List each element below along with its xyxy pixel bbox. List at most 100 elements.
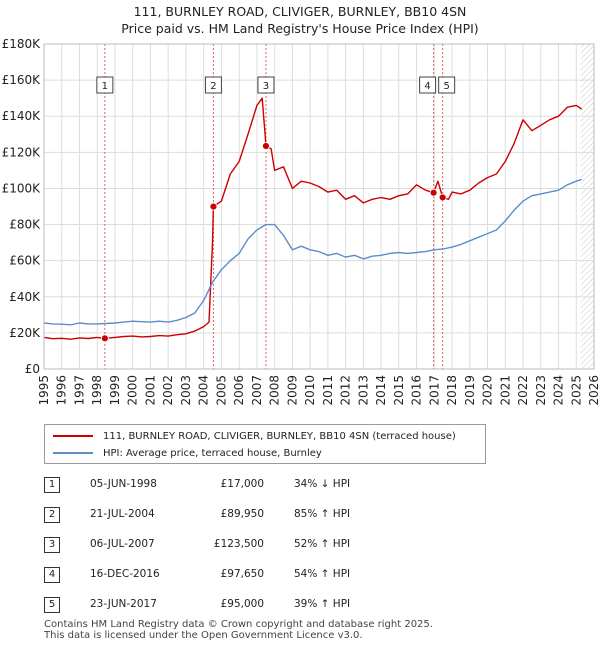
x-tick-label: 1995 (37, 375, 51, 406)
transaction-date: 23-JUN-2017 (90, 598, 157, 610)
sale-label-box (96, 76, 114, 94)
legend-item-hpi: HPI: Average price, terraced house, Burn… (53, 445, 322, 461)
hpi-line (43, 178, 582, 326)
sale-label-box (257, 76, 275, 94)
sale-point (262, 142, 270, 150)
x-tick-label: 2016 (410, 375, 424, 406)
transaction-number: 2 (44, 507, 60, 523)
y-tick-label: £60K (9, 254, 41, 268)
x-tick-label: 2013 (356, 375, 370, 406)
transaction-price: £97,650 (220, 568, 264, 580)
footer-copyright: Contains HM Land Registry data © Crown c… (44, 619, 433, 630)
x-tick-label: 2011 (321, 375, 335, 406)
transaction-number: 3 (44, 537, 60, 553)
footer: Contains HM Land Registry data © Crown c… (44, 619, 433, 641)
y-tick-label: £100K (2, 181, 42, 195)
transaction-date: 06-JUL-2007 (90, 538, 155, 550)
legend: 111, BURNLEY ROAD, CLIVIGER, BURNLEY, BB… (44, 424, 486, 464)
y-tick-label: £0 (25, 362, 40, 376)
transaction-hpi: 54% ↑ HPI (294, 568, 351, 580)
x-tick-label: 2012 (339, 375, 353, 406)
x-tick-label: 1997 (72, 375, 86, 406)
footer-license: This data is licensed under the Open Gov… (44, 630, 363, 641)
x-tick-label: 2000 (126, 375, 140, 406)
y-tick-label: £160K (2, 73, 42, 87)
transaction-price: £89,950 (220, 508, 264, 520)
chart-subtitle: Price paid vs. HM Land Registry's House … (121, 21, 479, 36)
sale-label-box (438, 76, 456, 94)
transaction-hpi: 52% ↑ HPI (294, 538, 351, 550)
transaction-number: 1 (44, 477, 60, 493)
x-tick-label: 2017 (427, 375, 441, 406)
x-tick-label: 2019 (463, 375, 477, 406)
plot-border (43, 43, 595, 370)
sale-label: 4 (424, 81, 430, 92)
transaction-price: £17,000 (220, 478, 264, 490)
table-row: 3 06-JUL-2007 £123,500 52% ↑ HPI (44, 534, 464, 554)
transaction-hpi: 39% ↑ HPI (294, 598, 351, 610)
transaction-date: 16-DEC-2016 (90, 568, 160, 580)
x-tick-label: 2021 (498, 375, 512, 406)
sale-point (438, 193, 447, 202)
sale-point (100, 334, 109, 343)
legend-label-hpi: HPI: Average price, terraced house, Burn… (103, 447, 322, 459)
y-tick-label: £120K (2, 145, 42, 159)
chart-title: 111, BURNLEY ROAD, CLIVIGER, BURNLEY, BB… (133, 4, 467, 19)
table-row: 5 23-JUN-2017 £95,000 39% ↑ HPI (44, 594, 464, 614)
x-tick-label: 2024 (552, 375, 566, 406)
x-tick-label: 2002 (161, 375, 175, 406)
x-tick-label: 2015 (392, 375, 406, 406)
sale-label: 5 (443, 81, 449, 92)
x-tick-label: 2023 (534, 375, 548, 406)
x-tick-label: 2001 (143, 375, 157, 406)
x-tick-label: 2020 (481, 375, 495, 406)
legend-swatch-hpi (53, 452, 93, 454)
sale-label: 1 (102, 81, 108, 92)
x-tick-label: 1996 (55, 375, 69, 406)
x-tick-label: 2009 (285, 375, 299, 406)
legend-item-property: 111, BURNLEY ROAD, CLIVIGER, BURNLEY, BB… (53, 428, 456, 444)
x-tick-label: 2006 (232, 375, 246, 406)
x-tick-label: 2018 (445, 375, 459, 406)
transaction-price: £123,500 (213, 538, 264, 550)
transaction-number: 5 (44, 597, 60, 613)
x-tick-label: 1999 (108, 375, 122, 406)
y-tick-label: £180K (2, 37, 42, 51)
transaction-price: £95,000 (220, 598, 264, 610)
transaction-number: 4 (44, 567, 60, 583)
x-tick-label: 2014 (374, 375, 388, 406)
y-tick-label: £20K (9, 326, 41, 340)
transaction-hpi: 85% ↑ HPI (294, 508, 351, 520)
transaction-date: 05-JUN-1998 (90, 478, 157, 490)
sale-point (209, 202, 218, 211)
x-tick-label: 1998 (90, 375, 104, 406)
x-tick-label: 2010 (303, 375, 317, 406)
table-row: 1 05-JUN-1998 £17,000 34% ↓ HPI (44, 474, 464, 494)
sale-label-box (204, 76, 222, 94)
sale-label-box (419, 76, 437, 94)
sale-label: 2 (210, 81, 216, 92)
x-tick-label: 2025 (569, 375, 583, 406)
legend-label-property: 111, BURNLEY ROAD, CLIVIGER, BURNLEY, BB… (103, 430, 456, 442)
x-tick-label: 2005 (214, 375, 228, 406)
x-tick-label: 2003 (179, 375, 193, 406)
x-tick-label: 2026 (587, 375, 600, 406)
legend-swatch-property (53, 435, 93, 437)
table-row: 4 16-DEC-2016 £97,650 54% ↑ HPI (44, 564, 464, 584)
transaction-date: 21-JUL-2004 (90, 508, 155, 520)
x-tick-label: 2007 (250, 375, 264, 406)
x-tick-label: 2008 (268, 375, 282, 406)
x-tick-label: 2004 (197, 375, 211, 406)
y-tick-label: £40K (9, 290, 41, 304)
plot-area (44, 44, 594, 369)
y-tick-label: £80K (9, 218, 41, 232)
y-tick-label: £140K (2, 109, 42, 123)
x-tick-label: 2022 (516, 375, 530, 406)
forecast-region (580, 44, 594, 369)
sale-label: 3 (263, 81, 269, 92)
property-price-line (43, 97, 582, 340)
sale-point (429, 188, 438, 197)
transaction-hpi: 34% ↓ HPI (294, 478, 351, 490)
price-chart: £0 £20K £40K £60K £80K £100K £120K £140K £160K £1… (2, 37, 600, 406)
table-row: 2 21-JUL-2004 £89,950 85% ↑ HPI (44, 504, 464, 524)
